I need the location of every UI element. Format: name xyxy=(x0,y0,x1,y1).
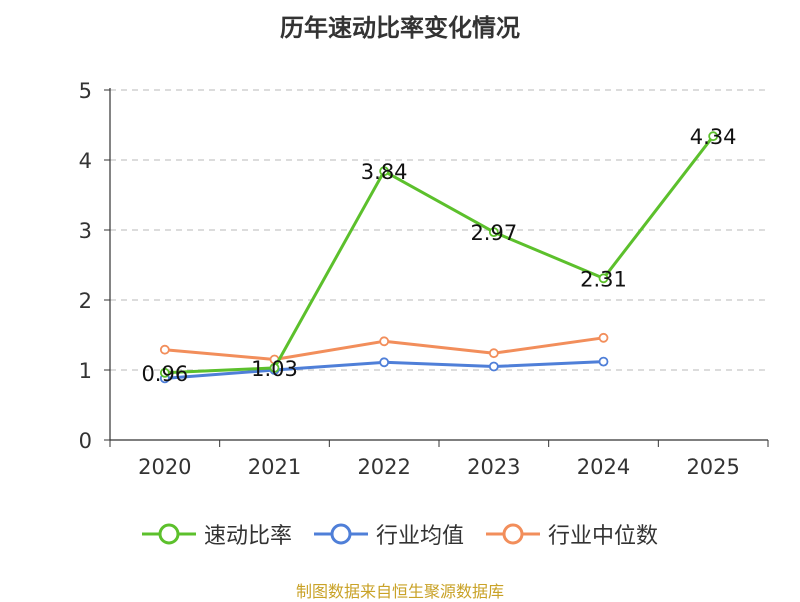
y-tick-label: 5 xyxy=(79,79,92,103)
legend-label-quick-ratio: 速动比率 xyxy=(203,524,292,549)
legend-symbol-quick-ratio xyxy=(141,523,196,545)
x-tick-label: 2020 xyxy=(138,455,191,479)
chart-title: 历年速动比率变化情况 xyxy=(280,14,520,42)
data-label: 1.03 xyxy=(251,357,298,381)
x-tick-label: 2022 xyxy=(357,455,410,479)
y-tick-label: 1 xyxy=(79,359,92,383)
data-point xyxy=(488,361,499,372)
data-label: 2.97 xyxy=(470,221,517,245)
data-label: 3.84 xyxy=(361,160,408,184)
source-note: 制图数据来自恒生聚源数据库 xyxy=(295,582,504,601)
legend: 速动比率 行业均值 行业中位数 xyxy=(0,518,800,550)
legend-item-industry-median[interactable]: 行业中位数 xyxy=(486,518,658,550)
data-point xyxy=(159,367,170,378)
y-tick-label: 4 xyxy=(79,149,92,173)
y-tick-label: 0 xyxy=(79,429,92,453)
data-label: 0.96 xyxy=(141,362,188,386)
data-point xyxy=(379,357,390,368)
x-tick-label: 2023 xyxy=(467,455,520,479)
legend-item-quick-ratio[interactable]: 速动比率 xyxy=(141,518,292,550)
data-point xyxy=(598,273,609,284)
series-line xyxy=(164,135,715,375)
data-point xyxy=(488,348,499,359)
data-point xyxy=(598,356,609,367)
legend-symbol-industry-median xyxy=(486,523,540,545)
legend-label-industry-median: 行业中位数 xyxy=(548,524,659,549)
data-point xyxy=(598,332,609,343)
data-label: 4.34 xyxy=(690,125,737,149)
data-point xyxy=(269,362,280,373)
legend-symbol-industry-mean xyxy=(313,523,368,545)
y-tick-label: 2 xyxy=(79,289,92,313)
legend-label-industry-mean: 行业均值 xyxy=(375,524,464,549)
data-point xyxy=(488,227,499,238)
y-tick-label: 3 xyxy=(79,219,92,243)
legend-item-industry-mean[interactable]: 行业均值 xyxy=(313,518,464,550)
x-tick-label: 2021 xyxy=(248,455,301,479)
data-label: 2.31 xyxy=(580,267,627,291)
data-point xyxy=(708,131,719,142)
x-tick-label: 2024 xyxy=(577,455,630,479)
x-tick-label: 2025 xyxy=(686,455,739,479)
data-point xyxy=(379,336,390,347)
data-point xyxy=(379,166,390,177)
data-point xyxy=(159,344,170,355)
